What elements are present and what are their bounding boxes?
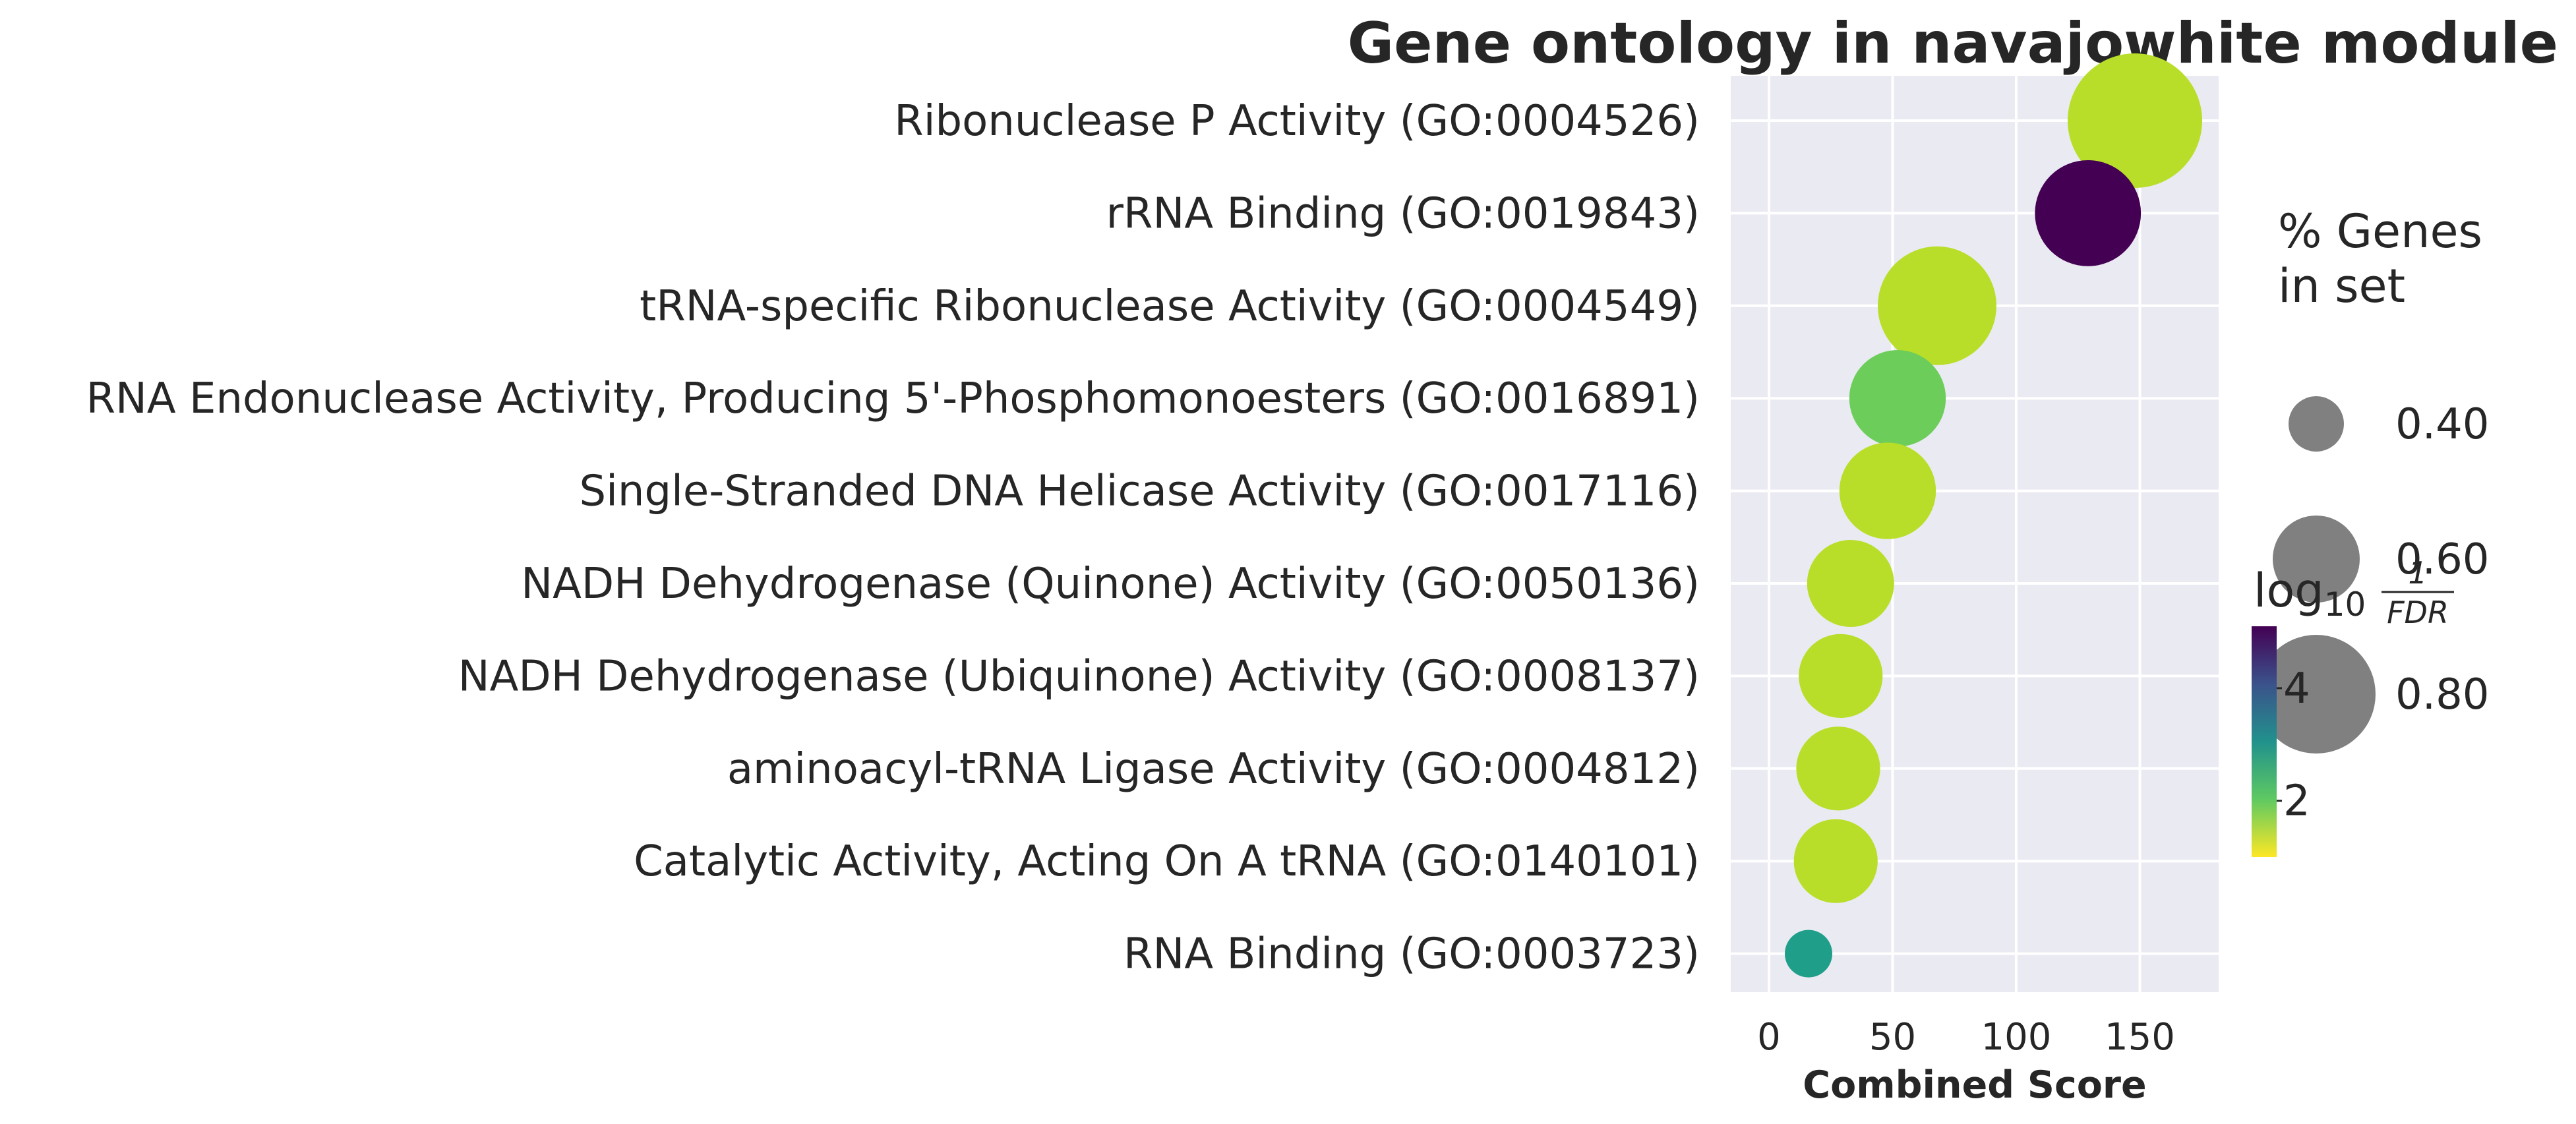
data-point xyxy=(2068,53,2202,188)
size-legend-title-line1: % Genes xyxy=(2278,204,2482,258)
category-label: RNA Endonuclease Activity, Producing 5'-… xyxy=(86,374,1700,423)
category-label: aminoacyl-tRNA Ligase Activity (GO:00048… xyxy=(727,745,1700,794)
category-label: rRNA Binding (GO:0019843) xyxy=(1106,189,1700,238)
size-legend: % Genes in set 0.40 0.60 0.80 xyxy=(2257,204,2490,754)
size-legend-label: 0.60 xyxy=(2395,535,2490,584)
x-axis-title: Combined Score xyxy=(1803,1063,2146,1107)
size-legend-label: 0.40 xyxy=(2395,400,2490,449)
colorbar-title-sub: 10 xyxy=(2324,585,2366,624)
data-points xyxy=(1785,53,2202,978)
category-label: NADH Dehydrogenase (Ubiquinone) Activity… xyxy=(458,652,1700,701)
data-point xyxy=(1796,726,1880,811)
category-labels: Ribonuclease P Activity (GO:0004526) rRNA… xyxy=(86,97,1700,979)
chart-title: Gene ontology in navajowhite module xyxy=(1348,11,2558,76)
colorbar-title: log10 xyxy=(2254,564,2366,624)
size-legend-marker xyxy=(2257,635,2376,754)
colorbar-frac-den: FDR xyxy=(2387,595,2449,630)
category-label: NADH Dehydrogenase (Quinone) Activity (G… xyxy=(521,560,1700,608)
size-legend-marker xyxy=(2273,516,2360,603)
colorbar-title-log: log xyxy=(2254,564,2324,618)
colorbar-frac-num: 1 xyxy=(2408,555,2427,591)
colorbar: 2 4 log10 1 FDR xyxy=(2252,555,2454,857)
x-tick-label: 50 xyxy=(1869,1016,1916,1059)
data-point xyxy=(1785,930,1832,978)
colorbar-gradient xyxy=(2252,626,2277,857)
colorbar-tick-label: 4 xyxy=(2283,665,2310,713)
data-point xyxy=(2035,160,2142,266)
data-point xyxy=(1878,246,1996,365)
data-point xyxy=(1839,442,1936,539)
category-label: Single-Stranded DNA Helicase Activity (G… xyxy=(580,467,1700,516)
x-tick-label: 100 xyxy=(1981,1016,2052,1059)
data-point xyxy=(1807,540,1894,627)
x-tick-label: 0 xyxy=(1757,1016,1781,1059)
size-legend-label: 0.80 xyxy=(2395,670,2490,719)
x-tick-label: 150 xyxy=(2105,1016,2175,1059)
data-point xyxy=(1849,350,1946,447)
data-point xyxy=(1793,819,1878,903)
size-legend-title-line2: in set xyxy=(2278,259,2405,313)
category-label: Ribonuclease P Activity (GO:0004526) xyxy=(894,97,1700,146)
data-point xyxy=(1799,634,1883,718)
category-label: Catalytic Activity, Acting On A tRNA (GO… xyxy=(634,837,1700,886)
x-tick-labels: 0 50 100 150 xyxy=(1757,1016,2175,1059)
category-label: RNA Binding (GO:0003723) xyxy=(1123,930,1700,979)
size-legend-marker xyxy=(2289,396,2344,452)
category-label: tRNA-specific Ribonuclease Activity (GO:… xyxy=(640,282,1700,331)
colorbar-tick-label: 2 xyxy=(2283,777,2310,826)
